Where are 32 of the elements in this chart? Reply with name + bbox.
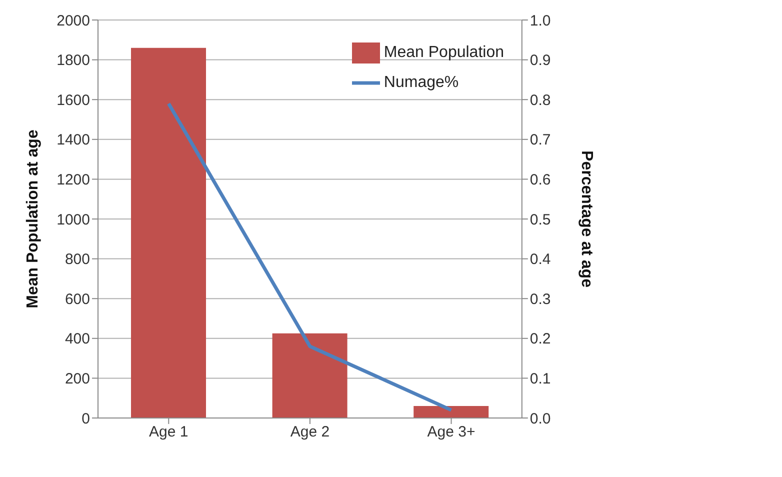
y-axis-title: Mean Population at age [24,130,42,308]
y2-tick-label: 0.6 [530,172,551,189]
y-tick-label: 800 [64,251,90,268]
y-tick-label: 200 [64,370,90,388]
y-tick-label: 1600 [56,92,90,109]
y-tick-label: 0 [82,410,90,428]
y-tick-label: 1800 [56,52,90,70]
y-tick-label: 400 [64,330,90,348]
y2-tick-label: 0.9 [530,52,551,70]
y2-tick-label: 0.4 [530,251,551,268]
y2-tick-label: 1.0 [530,12,551,30]
y2-tick-label: 0.5 [530,211,551,228]
y2-tick-label: 0.3 [530,290,551,308]
y-tick-label: 1400 [56,132,90,149]
x-tick-label: Age 3+ [427,424,476,441]
y-tick-label: 2000 [56,12,90,30]
bar [272,333,348,418]
y-tick-label: 1200 [56,172,90,189]
y2-axis-title: Percentage at age [578,150,596,288]
legend-label: Mean Population [384,44,504,61]
y2-tick-label: 0.8 [530,92,551,109]
legend-label: Numage% [384,74,459,91]
y2-tick-label: 0.0 [530,410,551,428]
bar [131,48,206,418]
y2-tick-label: 0.2 [530,330,551,348]
y2-tick-label: 0.7 [530,132,551,149]
x-tick-label: Age 2 [290,424,330,441]
y-tick-label: 1000 [56,211,90,228]
y-tick-label: 600 [64,290,90,308]
x-tick-label: Age 1 [149,424,188,441]
bar [414,406,489,418]
y2-tick-label: 0.1 [530,370,551,388]
